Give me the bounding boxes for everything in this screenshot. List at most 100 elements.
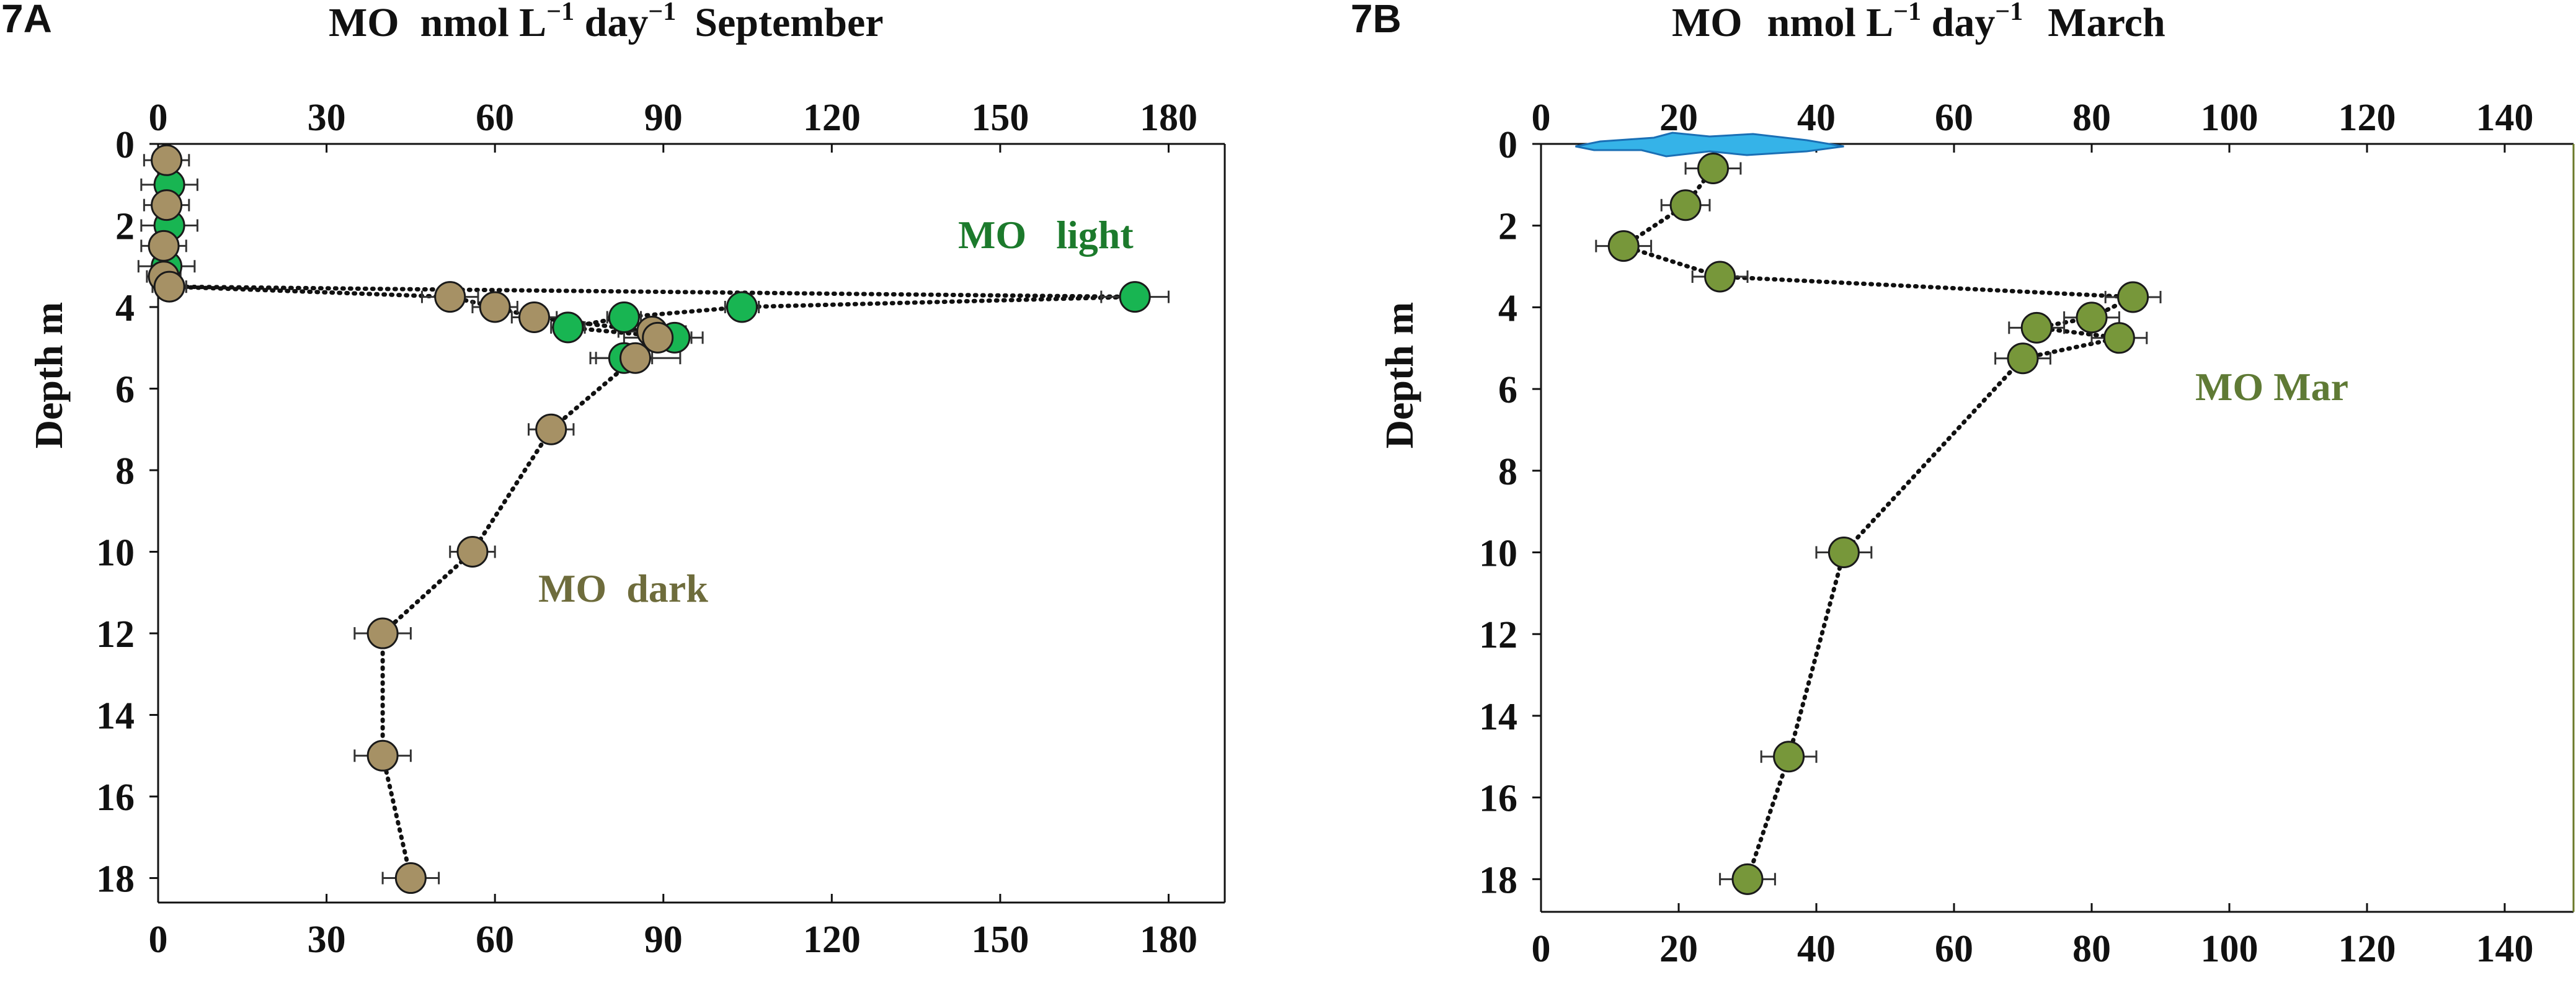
y-tick-label-7b: 4	[1498, 287, 1517, 329]
y-tick-label-7a: 6	[115, 369, 135, 411]
x-tick-label-bottom-7a: 0	[149, 919, 168, 961]
x-tick-label-bottom-7b: 80	[2072, 928, 2111, 970]
y-tick-label-7a: 4	[115, 287, 135, 329]
data-point-7b-0	[1773, 741, 1805, 773]
x-axis-title-sup2-7b: −1	[1995, 0, 2023, 26]
x-tick-label-top-7b: 80	[2072, 97, 2111, 139]
x-tick-label-top-7a: 30	[308, 97, 346, 139]
x-tick-label-top-7b: 120	[2338, 97, 2396, 139]
x-tick-label-top-7b: 100	[2201, 97, 2258, 139]
profile-line-7a-1	[161, 158, 661, 880]
data-point-7a-1	[619, 342, 651, 374]
data-point-7b-0	[2020, 311, 2053, 344]
data-point-7b-0	[1731, 863, 1764, 895]
x-axis-title-sup1-7b: −1	[1893, 0, 1921, 26]
x-axis-title-7b: MO nmol L−1 day−1 March	[1672, 0, 2165, 45]
panel-label-7b: 7B	[1351, 0, 1401, 41]
x-tick-label-top-7a: 150	[971, 97, 1029, 139]
data-point-7b-0	[2007, 342, 2039, 375]
x-tick-label-bottom-7b: 0	[1532, 928, 1551, 970]
y-tick-label-7b: 2	[1498, 206, 1517, 248]
data-point-7b-0	[1704, 261, 1736, 293]
data-point-7b-0	[2117, 281, 2149, 313]
y-tick-label-7a: 0	[115, 124, 135, 166]
data-point-7b-0	[1669, 189, 1702, 221]
x-tick-label-top-7a: 180	[1140, 97, 1197, 139]
y-tick-label-7a: 10	[96, 532, 135, 574]
data-point-7a-0	[608, 301, 640, 333]
x-tick-label-top-7b: 0	[1532, 97, 1551, 139]
data-point-7a-1	[366, 617, 399, 649]
data-point-7a-1	[151, 144, 183, 176]
data-point-7a-1	[148, 230, 180, 262]
x-axis-title-mo-7b: MO	[1672, 0, 1743, 45]
y-tick-label-7b: 10	[1479, 533, 1517, 575]
x-tick-label-top-7a: 60	[476, 97, 514, 139]
x-tick-label-top-7b: 140	[2476, 97, 2534, 139]
data-point-7a-1	[456, 536, 489, 568]
data-points-7b	[1607, 153, 2149, 895]
ice-cover-shape	[1575, 132, 1844, 158]
x-axis-title-day-7a: day	[574, 0, 648, 45]
axis-ticks-7b: 0020204040606080801001001201201401400246…	[1479, 97, 2534, 970]
y-tick-label-7a: 14	[96, 695, 135, 738]
y-tick-label-7a: 8	[115, 450, 135, 493]
panel-label-7a: 7A	[1, 0, 52, 41]
x-tick-label-bottom-7b: 100	[2201, 928, 2258, 970]
axis-ticks-7a: 0030306060909012012015015018018002468101…	[96, 97, 1197, 961]
data-point-7a-1	[394, 862, 427, 894]
x-tick-label-top-7a: 0	[149, 97, 168, 139]
data-points-7a	[148, 144, 1151, 894]
y-tick-label-7a: 16	[96, 777, 135, 819]
x-tick-label-bottom-7b: 60	[1935, 928, 1973, 970]
data-point-7a-1	[434, 281, 466, 313]
y-axis-title-7a: Depth m	[27, 302, 71, 448]
data-point-7b-0	[1828, 537, 1860, 569]
data-point-7a-0	[726, 291, 758, 323]
x-axis-title-month-7b: March	[2048, 0, 2165, 45]
y-tick-label-7b: 18	[1479, 859, 1517, 901]
y-tick-label-7b: 12	[1479, 614, 1517, 656]
x-tick-label-bottom-7b: 140	[2476, 928, 2534, 970]
data-point-7a-1	[518, 301, 551, 333]
x-tick-label-top-7b: 40	[1797, 97, 1836, 139]
y-tick-label-7b: 14	[1479, 696, 1517, 738]
data-point-7a-1	[535, 413, 567, 445]
legend-label-mo-dark: MO dark	[538, 566, 708, 610]
legend-label-mo-mar: MO Mar	[2195, 365, 2348, 409]
data-point-7a-1	[366, 739, 399, 772]
y-tick-label-7b: 6	[1498, 369, 1517, 411]
ice-cover-marker	[1575, 132, 1844, 158]
x-tick-label-bottom-7b: 40	[1797, 928, 1836, 970]
chart-panel-7a: 7A MO nmol L−1 day−1 September Depth m 003…	[1, 0, 1226, 961]
chart-panel-7b: 7B MO nmol L−1 day−1 March Depth m 0020204…	[1351, 0, 2575, 970]
x-tick-label-top-7a: 90	[644, 97, 683, 139]
data-point-7a-1	[642, 321, 674, 354]
y-tick-label-7a: 12	[96, 613, 135, 656]
x-tick-label-bottom-7a: 30	[308, 919, 346, 961]
x-tick-label-bottom-7a: 90	[644, 919, 683, 961]
x-tick-label-top-7b: 20	[1659, 97, 1698, 139]
x-tick-label-top-7a: 120	[803, 97, 861, 139]
data-point-7a-0	[552, 311, 584, 344]
data-point-7a-1	[479, 291, 511, 323]
x-axis-title-unit-7a: nmol L	[420, 0, 547, 45]
x-axis-title-sup2-7a: −1	[648, 0, 676, 26]
x-tick-label-bottom-7a: 180	[1140, 919, 1197, 961]
data-point-7b-0	[1697, 153, 1729, 185]
x-tick-label-bottom-7b: 20	[1659, 928, 1698, 970]
y-tick-label-7a: 18	[96, 858, 135, 901]
x-axis-title-mo-7a: MO	[329, 0, 399, 45]
data-point-7a-1	[153, 270, 185, 303]
data-point-7b-0	[2103, 322, 2135, 354]
y-tick-label-7a: 2	[115, 206, 135, 248]
x-axis-title-month-7a: September	[695, 0, 883, 45]
x-tick-label-bottom-7b: 120	[2338, 928, 2396, 970]
x-axis-title-7a: MO nmol L−1 day−1 September	[329, 0, 884, 45]
x-tick-label-bottom-7a: 60	[476, 919, 514, 961]
x-tick-label-bottom-7a: 120	[803, 919, 861, 961]
x-tick-label-bottom-7a: 150	[971, 919, 1029, 961]
x-tick-label-top-7b: 60	[1935, 97, 1973, 139]
x-axis-title-unit-7b: nmol L	[1767, 0, 1894, 45]
